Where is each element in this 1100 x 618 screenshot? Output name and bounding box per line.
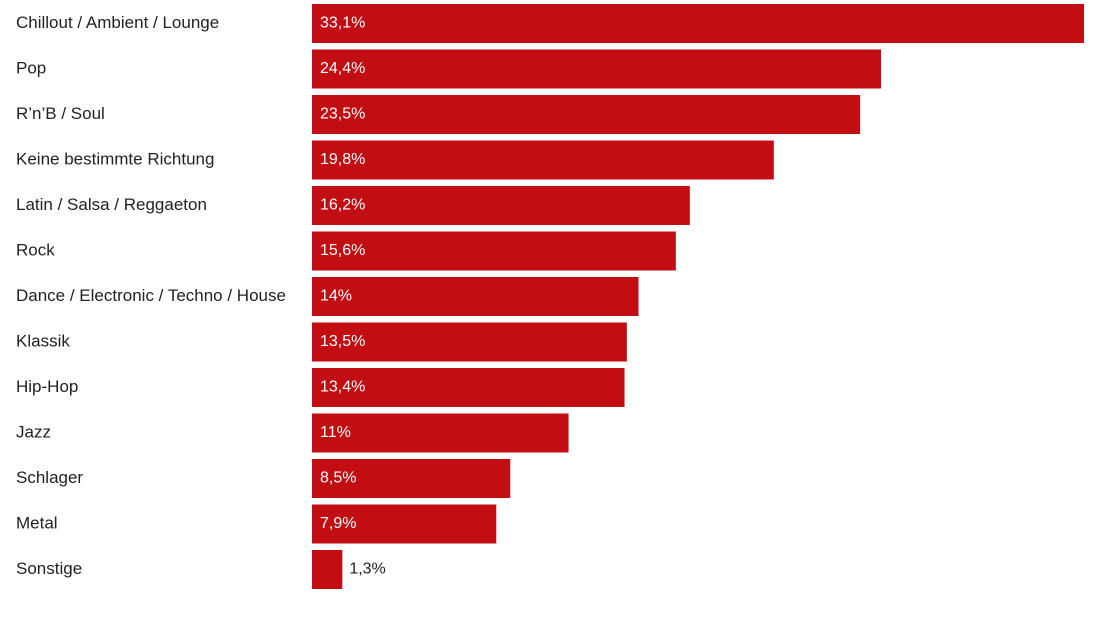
category-label: R’n’B / Soul [16,104,105,123]
bar [312,49,882,89]
bar [312,95,861,134]
value-label: 7,9% [320,515,356,532]
bars [312,4,1084,589]
category-label: Metal [16,513,58,532]
bar [312,4,1084,43]
value-label: 8,5% [320,470,356,487]
category-label: Chillout / Ambient / Lounge [16,13,219,32]
value-label: 13,5% [320,333,365,350]
category-label: Rock [16,240,55,259]
value-label: 19,8% [320,151,365,168]
category-labels: Chillout / Ambient / Lounge Pop R’n’B / So… [16,13,286,578]
category-label: Hip-Hop [16,377,78,396]
value-label: 33,1% [320,15,365,32]
bar [312,459,511,498]
category-label: Keine bestimmte Richtung [16,149,214,168]
category-label: Latin / Salsa / Reggaeton [16,195,207,214]
category-label: Dance / Electronic / Techno / House [16,286,286,305]
value-label: 14% [320,288,352,305]
value-label: 23,5% [320,106,365,123]
bar [312,231,676,271]
category-label: Klassik [16,331,70,350]
value-label: 16,2% [320,197,365,214]
category-label: Schlager [16,468,83,487]
value-labels: 33,1% 24,4% 23,5% 19,8% 16,2% 15,6% 14% 13,5% 13… [320,15,386,578]
category-label: Pop [16,58,46,77]
bar [312,140,774,180]
value-label: 15,6% [320,242,365,259]
category-label: Jazz [16,422,51,441]
bar [312,277,639,316]
value-label: 1,3% [349,561,385,578]
category-label: Sonstige [16,559,82,578]
bar [312,322,627,362]
bar [312,504,497,544]
bar [312,186,690,225]
value-label: 24,4% [320,60,365,77]
bar [312,550,343,589]
bar [312,368,625,407]
value-label: 13,4% [320,379,365,396]
bar [312,413,569,453]
value-label: 11% [320,424,351,441]
